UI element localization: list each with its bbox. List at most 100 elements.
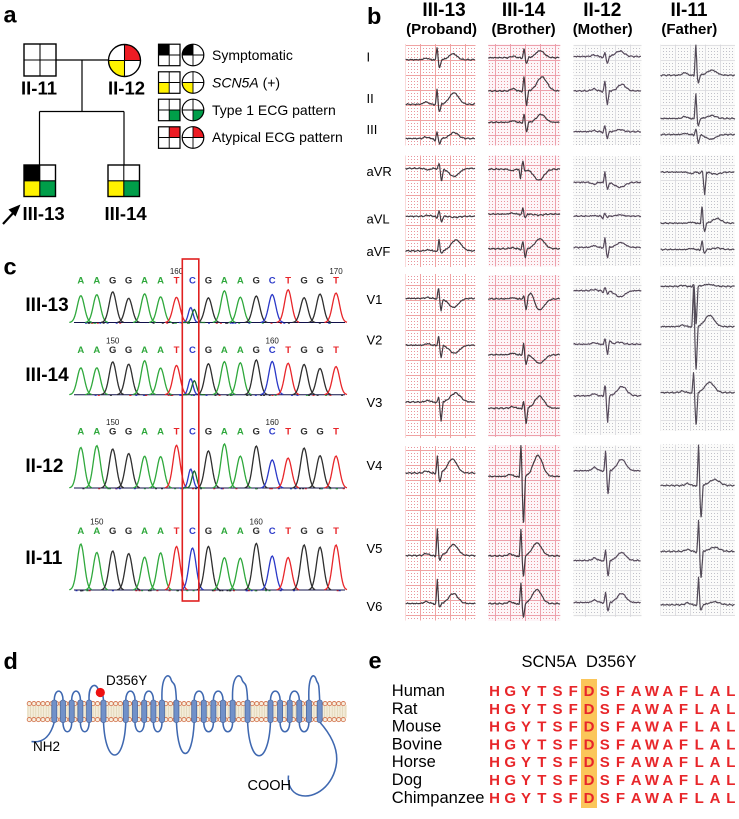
svg-text:T: T: [537, 772, 546, 789]
svg-text:G: G: [300, 345, 307, 356]
svg-text:Symptomatic: Symptomatic: [212, 47, 293, 63]
svg-text:L: L: [695, 736, 704, 753]
svg-text:F: F: [616, 790, 625, 807]
svg-text:A: A: [710, 772, 721, 789]
svg-text:Y: Y: [521, 736, 531, 753]
svg-text:II: II: [367, 91, 374, 106]
svg-text:C: C: [269, 345, 276, 356]
svg-text:Horse: Horse: [392, 753, 436, 771]
svg-text:A: A: [710, 701, 721, 718]
svg-text:aVL: aVL: [367, 212, 390, 227]
svg-text:W: W: [645, 701, 660, 718]
svg-text:G: G: [253, 276, 260, 287]
svg-text:L: L: [726, 772, 735, 789]
svg-text:T: T: [537, 683, 546, 700]
svg-text:T: T: [285, 427, 291, 438]
svg-text:D: D: [584, 701, 595, 718]
svg-text:D356Y: D356Y: [586, 653, 636, 671]
svg-text:F: F: [616, 736, 625, 753]
svg-text:III-13: III-13: [25, 295, 68, 316]
svg-text:b: b: [367, 3, 381, 29]
svg-text:D356Y: D356Y: [106, 673, 147, 688]
svg-text:A: A: [631, 736, 642, 753]
svg-text:S: S: [600, 772, 610, 789]
svg-text:A: A: [157, 526, 164, 537]
svg-text:H: H: [489, 701, 500, 718]
svg-text:T: T: [537, 719, 546, 736]
svg-text:L: L: [726, 754, 735, 771]
svg-text:G: G: [504, 701, 516, 718]
svg-text:160: 160: [170, 267, 184, 276]
svg-text:NH2: NH2: [33, 739, 60, 754]
svg-text:(Proband): (Proband): [406, 21, 477, 38]
svg-text:A: A: [631, 772, 642, 789]
svg-text:Type 1 ECG pattern: Type 1 ECG pattern: [212, 102, 336, 118]
svg-text:Y: Y: [521, 790, 531, 807]
svg-text:(Father): (Father): [661, 21, 717, 38]
svg-text:V6: V6: [367, 599, 383, 614]
svg-text:C: C: [269, 276, 276, 287]
svg-text:150: 150: [90, 518, 104, 527]
svg-text:170: 170: [329, 267, 343, 276]
svg-text:C: C: [189, 276, 196, 287]
svg-text:F: F: [569, 719, 578, 736]
svg-text:A: A: [631, 683, 642, 700]
svg-text:L: L: [695, 754, 704, 771]
svg-text:A: A: [93, 427, 100, 438]
svg-text:H: H: [489, 683, 500, 700]
svg-text:D: D: [584, 719, 595, 736]
svg-text:H: H: [489, 754, 500, 771]
svg-text:A: A: [710, 683, 721, 700]
svg-text:C: C: [189, 427, 196, 438]
svg-text:A: A: [77, 276, 84, 287]
svg-text:F: F: [569, 736, 578, 753]
svg-text:L: L: [695, 772, 704, 789]
svg-text:A: A: [710, 754, 721, 771]
svg-text:F: F: [616, 719, 625, 736]
svg-text:A: A: [662, 754, 673, 771]
svg-text:V2: V2: [367, 333, 383, 348]
svg-text:F: F: [679, 754, 688, 771]
svg-text:H: H: [489, 719, 500, 736]
svg-text:F: F: [679, 790, 688, 807]
svg-text:D: D: [584, 754, 595, 771]
svg-text:W: W: [645, 754, 660, 771]
svg-text:(Mother): (Mother): [573, 21, 633, 38]
svg-text:A: A: [631, 719, 642, 736]
svg-text:S: S: [552, 719, 562, 736]
svg-text:Y: Y: [521, 701, 531, 718]
svg-text:T: T: [174, 276, 180, 287]
svg-text:III-13: III-13: [23, 203, 65, 224]
svg-text:T: T: [333, 276, 339, 287]
svg-text:S: S: [600, 736, 610, 753]
svg-text:V5: V5: [367, 541, 383, 556]
svg-text:A: A: [710, 736, 721, 753]
svg-text:C: C: [269, 427, 276, 438]
svg-text:Bovine: Bovine: [392, 735, 442, 753]
svg-text:W: W: [645, 683, 660, 700]
svg-text:G: G: [205, 276, 212, 287]
svg-text:S: S: [600, 754, 610, 771]
svg-text:A: A: [631, 701, 642, 718]
svg-text:G: G: [504, 719, 516, 736]
svg-text:T: T: [174, 526, 180, 537]
svg-text:F: F: [679, 736, 688, 753]
svg-text:(Brother): (Brother): [492, 21, 556, 38]
svg-text:F: F: [679, 701, 688, 718]
svg-text:A: A: [93, 526, 100, 537]
svg-text:F: F: [569, 754, 578, 771]
svg-text:Y: Y: [521, 683, 531, 700]
svg-text:L: L: [695, 683, 704, 700]
svg-text:G: G: [205, 427, 212, 438]
svg-text:III-14: III-14: [105, 203, 148, 224]
svg-text:L: L: [726, 719, 735, 736]
svg-text:150: 150: [106, 418, 120, 427]
svg-text:G: G: [504, 790, 516, 807]
svg-text:A: A: [710, 790, 721, 807]
svg-text:F: F: [679, 719, 688, 736]
svg-text:D: D: [584, 736, 595, 753]
svg-text:G: G: [125, 427, 132, 438]
svg-text:W: W: [645, 736, 660, 753]
svg-text:A: A: [93, 345, 100, 356]
svg-text:T: T: [174, 427, 180, 438]
